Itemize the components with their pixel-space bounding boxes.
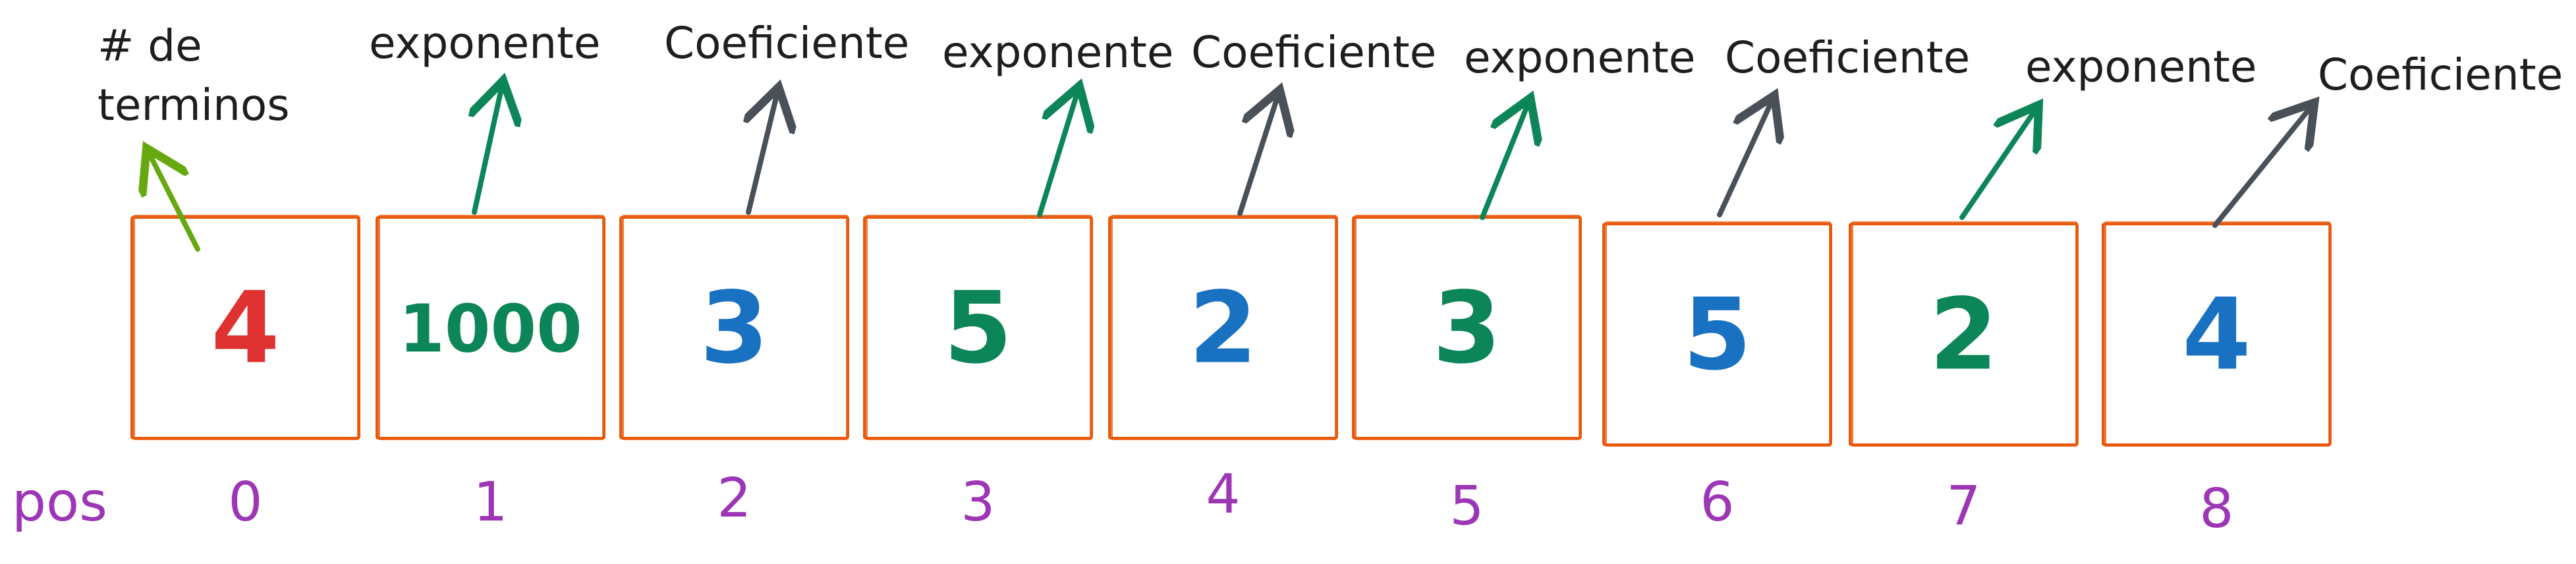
array-cell: 5 6 Coeficiente [1602, 32, 1970, 534]
cell-index: 5 [1449, 475, 1484, 538]
cell-role-label: exponente [1464, 32, 1696, 83]
pointer-arrow [1959, 109, 2036, 220]
cell-index: 0 [228, 471, 262, 534]
cell-index: 3 [961, 471, 995, 534]
pointer-arrow [1037, 91, 1078, 217]
cell-index: 7 [1946, 475, 1980, 538]
pointer-arrow [1237, 95, 1278, 216]
cell-index: 2 [717, 467, 751, 530]
pointer-arrow [149, 153, 200, 252]
cell-box-sketch [1354, 215, 1581, 440]
cell-box-sketch [1604, 221, 1832, 447]
cell-box-sketch [1851, 221, 2078, 447]
cell-role-label: exponente [369, 18, 601, 69]
cell-box-sketch [1110, 215, 1337, 440]
cell-role-label: Coeficiente [1191, 27, 1436, 78]
cell-box-sketch [865, 215, 1092, 440]
array-cells: 4010001exponente32Coeficiente53exponente… [130, 18, 2563, 540]
cell-value: 3 [1432, 271, 1501, 386]
array-cell: 1000 1 exponente [369, 18, 605, 534]
cell-value: 2 [1929, 278, 1998, 393]
cell-value: 3 [700, 271, 768, 386]
cell-value: 4 [211, 271, 279, 386]
cell-value: 5 [943, 271, 1012, 386]
cell-value: 4 [2182, 278, 2251, 393]
array-cell: 3 2 Coeficiente [619, 18, 909, 530]
terminos-label-line2: terminos [98, 80, 290, 130]
cell-value: 5 [1683, 278, 1751, 393]
cell-role-label: Coeficiente [1725, 32, 1970, 83]
array-cell: 2 4 Coeficiente [1108, 27, 1436, 526]
pointer-arrow [1480, 103, 1528, 220]
array-cell: 2 7 exponente [1849, 42, 2257, 538]
pos-label: pos [12, 471, 107, 534]
cell-index: 8 [2199, 478, 2233, 540]
terminos-label-line1: # de [98, 20, 202, 71]
cell-box-sketch [378, 215, 605, 440]
pointer-arrow [474, 86, 502, 215]
cell-index: 6 [1700, 471, 1734, 534]
cell-index: 4 [1206, 463, 1240, 526]
array-cell: 5 3 exponente [863, 27, 1174, 534]
pointer-arrow [1717, 100, 1772, 217]
cell-role-label: exponente [2025, 42, 2257, 92]
cell-role-label: exponente [942, 27, 1174, 78]
cell-role-label: Coeficiente [2318, 49, 2563, 100]
array-cell: 4 8 Coeficiente [2102, 49, 2563, 540]
cell-box-sketch [132, 215, 360, 440]
cell-index: 1 [473, 471, 507, 534]
pointer-arrow [2212, 107, 2311, 228]
array-cell: 40 [130, 153, 360, 534]
cell-role-label: Coeficiente [664, 18, 909, 69]
pointer-arrow [748, 92, 777, 215]
array-cell: 3 5 exponente [1352, 32, 1696, 538]
cell-value: 1000 [399, 291, 582, 368]
cell-box-sketch [621, 215, 849, 440]
cell-value: 2 [1189, 271, 1257, 386]
